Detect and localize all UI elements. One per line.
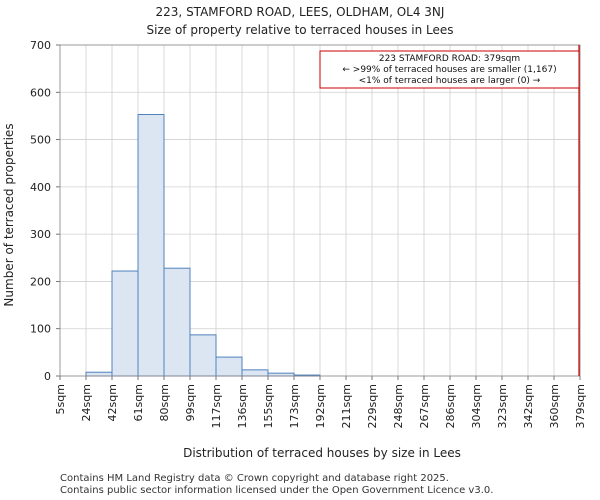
x-tick-label: 342sqm [522, 384, 535, 428]
x-axis: 5sqm 24sqm 42sqm 61sqm 80sqm 99sqm 117sqm 136sq… [54, 376, 587, 428]
x-tick-label: 99sqm [184, 384, 197, 421]
x-tick-label: 304sqm [470, 384, 483, 428]
footer-licence: Contains public sector information licen… [60, 485, 494, 496]
y-tick-label: 200 [30, 275, 51, 288]
histogram-bar [163, 267, 191, 377]
x-tick-label: 248sqm [392, 384, 405, 428]
annotation-box: 223 STAMFORD ROAD: 379sqm ← >99% of terr… [319, 50, 580, 89]
y-axis-label: Number of terraced properties [2, 123, 16, 306]
histogram-bar [267, 372, 295, 377]
x-tick-label: 24sqm [80, 384, 93, 421]
histogram-bar [111, 270, 139, 377]
y-tick-label: 100 [30, 323, 51, 336]
annotation-line-1: 223 STAMFORD ROAD: 379sqm [379, 54, 520, 64]
x-tick-label: 155sqm [262, 384, 275, 428]
histogram-bar [241, 369, 269, 377]
x-tick-label: 229sqm [366, 384, 379, 428]
x-tick-label: 5sqm [54, 384, 67, 414]
x-tick-label: 286sqm [444, 384, 457, 428]
x-tick-label: 192sqm [314, 384, 327, 428]
bars [85, 114, 321, 377]
x-tick-label: 42sqm [106, 384, 119, 421]
plot-frame [59, 44, 581, 377]
y-tick-label: 600 [30, 86, 51, 99]
chart-subtitle: Size of property relative to terraced ho… [147, 23, 454, 37]
histogram-bar [137, 114, 165, 377]
histogram-bar [215, 356, 243, 377]
y-tick-label: 500 [30, 134, 51, 147]
footer-copyright: Contains HM Land Registry data © Crown c… [60, 473, 449, 484]
annotation-frame [319, 50, 580, 89]
histogram-bar [85, 371, 113, 377]
x-tick-label: 360sqm [548, 384, 561, 428]
x-tick-label: 136sqm [236, 384, 249, 428]
y-tick-label: 400 [30, 181, 51, 194]
x-tick-label: 117sqm [210, 384, 223, 428]
y-axis: 0 100 200 300 400 500 600 700 [30, 39, 60, 383]
x-tick-label: 173sqm [288, 384, 301, 428]
x-tick-label: 61sqm [132, 384, 145, 421]
y-tick-label: 300 [30, 228, 51, 241]
x-tick-label: 323sqm [496, 384, 509, 428]
y-tick-label: 0 [44, 370, 51, 383]
x-tick-label: 80sqm [158, 384, 171, 421]
annotation-line-3: <1% of terraced houses are larger (0) → [359, 76, 541, 86]
annotation-line-2: ← >99% of terraced houses are smaller (1… [342, 65, 556, 75]
x-tick-label: 379sqm [574, 384, 587, 428]
x-tick-label: 211sqm [340, 384, 353, 428]
histogram-bar [189, 334, 217, 377]
x-tick-label: 267sqm [418, 384, 431, 428]
y-tick-label: 700 [30, 39, 51, 52]
x-axis-label: Distribution of terraced houses by size … [183, 446, 461, 460]
chart-title: 223, STAMFORD ROAD, LEES, OLDHAM, OL4 3N… [156, 5, 445, 19]
